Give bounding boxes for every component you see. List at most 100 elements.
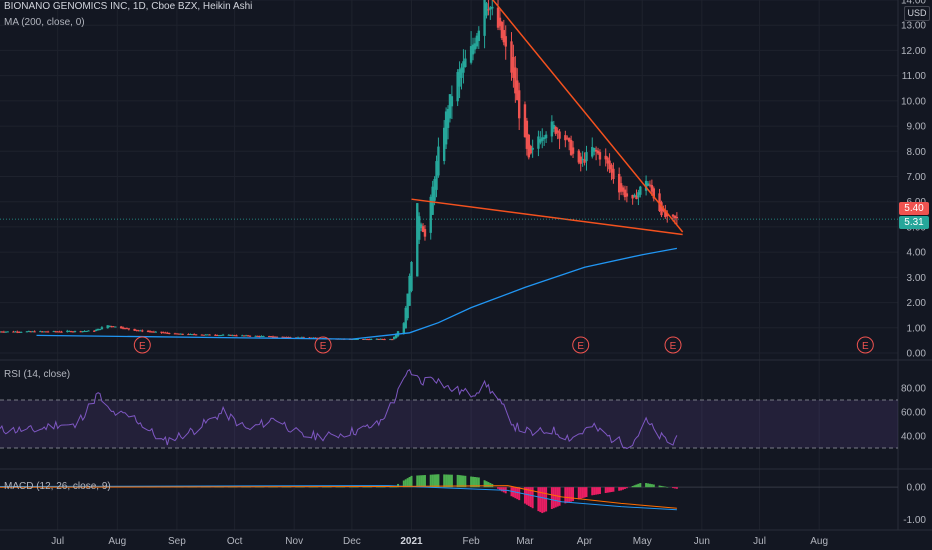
time-axis-tick: Jul (51, 536, 64, 547)
candle-body (179, 333, 182, 335)
candle-body (567, 138, 571, 142)
candle-body (554, 126, 557, 134)
macd-histogram-bar (512, 487, 515, 498)
candle-body (591, 146, 594, 157)
candle-body (491, 6, 494, 9)
candle-body (135, 329, 138, 331)
macd-histogram-bar (647, 483, 650, 488)
candle-body (552, 124, 555, 129)
candle-body (417, 216, 421, 240)
macd-histogram-bar (362, 486, 365, 488)
candle-body (94, 329, 98, 331)
candle-body (56, 331, 59, 333)
macd-histogram-bar (370, 486, 373, 488)
macd-histogram-bar (604, 487, 607, 493)
currency-badge[interactable]: USD (904, 6, 930, 21)
candle-body (646, 183, 650, 186)
candle-body (285, 336, 288, 338)
macd-histogram-bar (443, 474, 446, 488)
candle-body (381, 338, 384, 340)
candle-body (392, 336, 396, 340)
macd-histogram-bar (577, 487, 580, 500)
candle-body (93, 330, 96, 332)
macd-histogram-bar (650, 484, 653, 488)
candle-body (583, 159, 586, 163)
macd-histogram-bar (541, 487, 544, 514)
candle-body (139, 330, 142, 332)
macd-histogram-bar (375, 486, 378, 488)
candle-body (606, 157, 609, 164)
macd-histogram-bar (591, 487, 594, 496)
candle-body (166, 332, 169, 334)
moving-average-line (36, 247, 678, 340)
macd-histogram-bar (462, 475, 465, 488)
candle-body (71, 331, 75, 333)
macd-histogram-bar (483, 480, 486, 488)
candle-body (44, 331, 48, 333)
candle-body (119, 326, 123, 329)
macd-histogram-bar (612, 487, 615, 492)
candle-body (148, 331, 152, 333)
candle-body (254, 335, 257, 337)
earnings-marker-label: E (577, 341, 584, 352)
macd-histogram-bar (433, 474, 436, 488)
candle-body (391, 339, 394, 341)
candle-body (273, 336, 277, 338)
macd-histogram-bar (552, 487, 555, 509)
candle-body (539, 139, 542, 143)
candle-body (389, 339, 392, 341)
candle-body (487, 9, 490, 11)
time-axis-tick: Mar (516, 536, 534, 547)
macd-histogram-bar (633, 485, 636, 488)
candle-body (406, 293, 409, 319)
candle-body (662, 208, 665, 212)
candle-body (58, 331, 61, 333)
candle-body (164, 332, 167, 334)
candle-body (281, 336, 284, 338)
candle-body (408, 275, 411, 306)
time-axis-tick: Jun (694, 536, 710, 547)
candle-body (475, 35, 479, 47)
macd-histogram-bar (498, 487, 501, 491)
candle-body (556, 130, 559, 133)
candle-body (356, 338, 359, 340)
candle-body (504, 36, 507, 47)
macd-histogram-bar (445, 474, 448, 488)
macd-histogram-bar (435, 474, 438, 488)
candle-body (523, 104, 527, 138)
candle-body (221, 334, 225, 336)
macd-histogram-bar (539, 487, 542, 513)
chart-title: BIONANO GENOMICS INC, 1D, Cboe BZX, Heik… (4, 1, 253, 12)
candle-body (168, 332, 171, 334)
time-axis-tick: Aug (810, 536, 828, 547)
macd-histogram-bar (583, 487, 586, 498)
ma-legend: MA (200, close, 0) (4, 17, 85, 28)
macd-histogram-bar (335, 486, 338, 488)
candle-body (648, 184, 652, 186)
candle-body (41, 331, 44, 333)
candle-body (598, 152, 602, 160)
candle-body (208, 334, 211, 336)
macd-histogram-bar (581, 487, 584, 499)
macd-histogram-bar (666, 486, 669, 488)
candle-body (206, 334, 209, 336)
macd-histogram-bar (456, 474, 459, 488)
candle-body (114, 326, 117, 328)
macd-histogram-bar (523, 487, 526, 504)
candle-body (444, 111, 448, 145)
price-axis-tick: 14.00 (901, 0, 926, 7)
candle-body (191, 334, 194, 336)
signal-line (0, 485, 677, 509)
candle-body (81, 331, 84, 333)
candle-body (25, 331, 29, 333)
candle-body (544, 134, 548, 139)
candle-body (448, 94, 452, 119)
candle-body (510, 41, 513, 73)
macd-histogram-bar (585, 487, 588, 497)
macd-histogram-bar (487, 482, 490, 488)
candle-body (464, 58, 467, 67)
candle-body (46, 331, 50, 333)
candle-body (525, 120, 529, 149)
candle-body (248, 335, 252, 337)
